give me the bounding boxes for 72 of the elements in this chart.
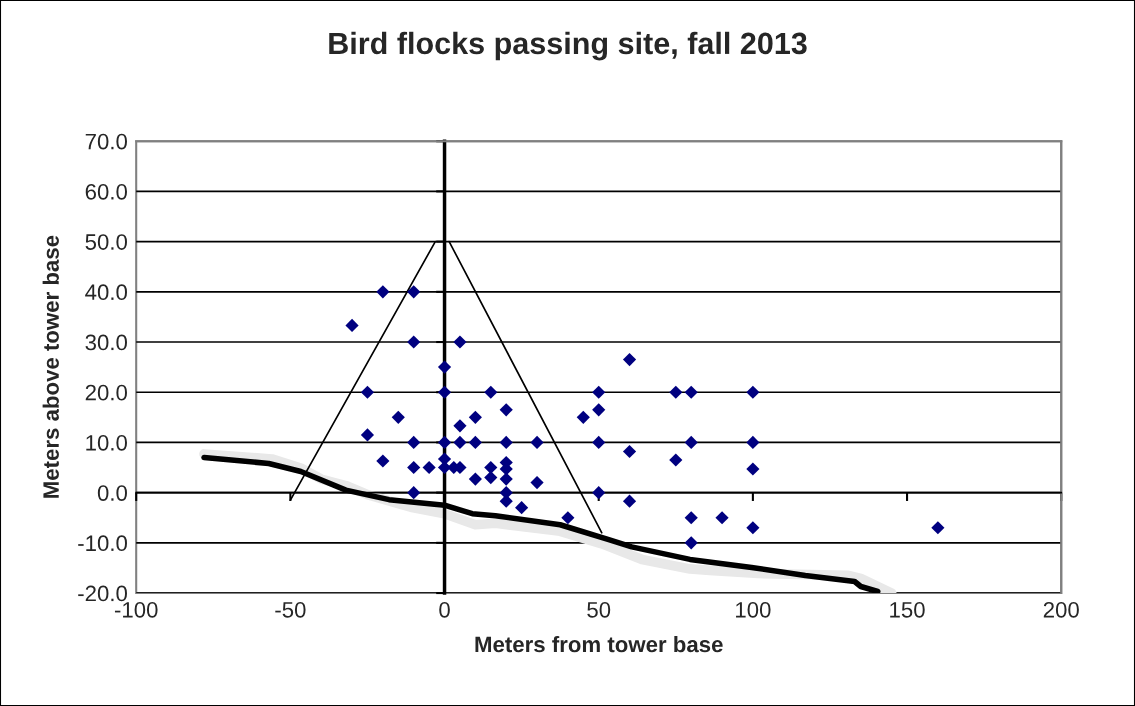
point	[592, 486, 606, 500]
point	[499, 403, 513, 417]
point	[530, 435, 544, 450]
y-tick-label: 30.0	[85, 334, 127, 351]
point	[746, 462, 760, 476]
x-tick-label: 100	[736, 601, 771, 618]
y-tick-label: -10.0	[78, 535, 127, 552]
point	[746, 385, 760, 399]
x-tick-label: 150	[890, 601, 925, 618]
point	[622, 444, 637, 459]
point	[468, 472, 482, 486]
point	[391, 410, 405, 424]
point	[437, 385, 452, 399]
point	[746, 435, 760, 450]
point	[684, 385, 698, 399]
point	[437, 360, 452, 374]
point	[376, 454, 390, 468]
point	[931, 521, 945, 535]
point	[453, 419, 467, 433]
x-axis-title: Meters from tower base	[475, 635, 723, 653]
point	[484, 385, 498, 399]
point	[484, 460, 498, 475]
point	[746, 521, 760, 535]
y-tick-label: 50.0	[85, 234, 127, 250]
y-tick-label: 40.0	[85, 284, 127, 301]
point	[360, 428, 375, 442]
y-tick-label: -20.0	[78, 585, 127, 602]
point	[622, 353, 637, 367]
point	[468, 410, 482, 424]
y-tick-label: 60.0	[85, 183, 127, 200]
y-tick-label: 20.0	[85, 384, 127, 401]
chart-title: Bird flocks passing site, fall 2013	[329, 31, 807, 61]
point	[684, 536, 698, 550]
point	[684, 511, 698, 525]
point	[468, 435, 482, 450]
point	[530, 476, 544, 490]
point	[422, 460, 436, 475]
x-tick-label: 50	[587, 601, 611, 618]
point	[453, 335, 467, 349]
point	[345, 318, 359, 333]
point	[407, 285, 421, 299]
point	[669, 453, 683, 467]
point	[376, 285, 390, 299]
x-tick-label: -100	[114, 601, 158, 618]
point	[484, 470, 498, 485]
y-axis-title: Meters above tower base	[42, 235, 59, 498]
point	[561, 511, 575, 525]
point	[407, 435, 421, 450]
point	[592, 435, 606, 450]
point	[360, 385, 375, 399]
x-tick-label: -50	[275, 601, 306, 618]
y-tick-label: 10.0	[86, 434, 127, 451]
point	[576, 410, 590, 424]
point	[684, 435, 698, 450]
y-tick-label: 70.0	[85, 133, 127, 150]
point	[437, 435, 452, 450]
point	[592, 385, 606, 399]
point	[453, 435, 467, 450]
point	[407, 460, 421, 475]
point	[515, 501, 529, 515]
point	[407, 486, 421, 500]
point	[715, 511, 729, 525]
point	[592, 403, 606, 417]
x-tick-label: 200	[1043, 601, 1079, 618]
x-tick-label: 0	[439, 601, 450, 618]
y-tick-label: 0.0	[97, 485, 127, 501]
point	[499, 494, 513, 508]
point	[669, 385, 683, 399]
point	[499, 435, 513, 450]
point	[407, 335, 421, 349]
point	[622, 494, 637, 508]
point	[499, 472, 513, 486]
